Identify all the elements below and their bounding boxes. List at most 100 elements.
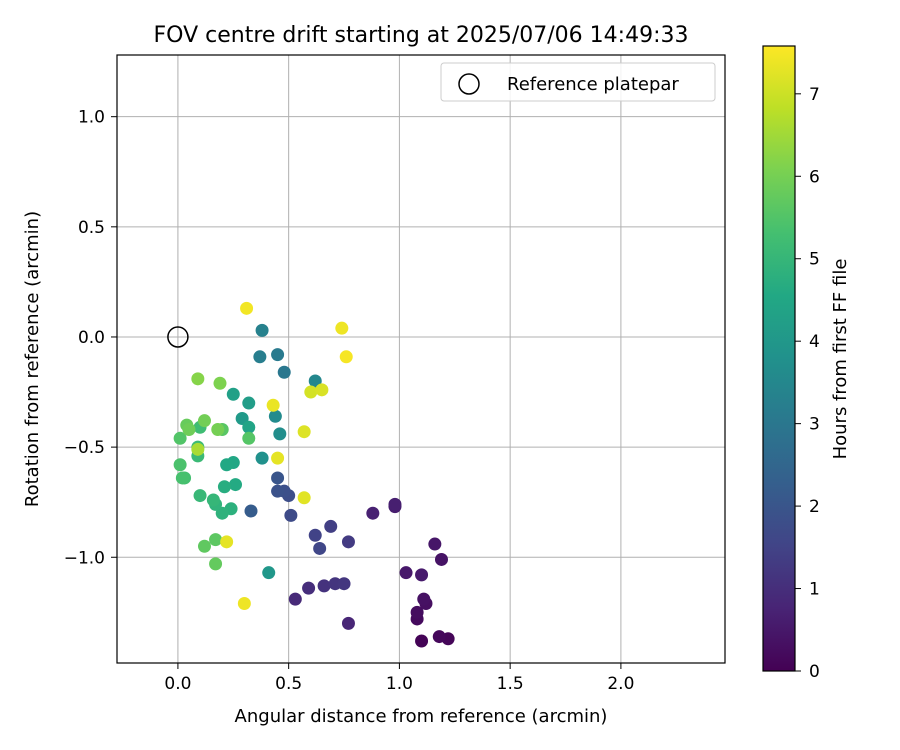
data-point — [308, 374, 322, 388]
data-point — [173, 431, 187, 445]
data-point — [313, 541, 327, 555]
data-point — [266, 398, 280, 412]
data-point — [217, 480, 231, 494]
x-tick-label: 2.0 — [607, 674, 634, 694]
data-point — [415, 568, 429, 582]
data-point — [240, 301, 254, 315]
data-point — [288, 592, 302, 606]
data-point — [173, 458, 187, 472]
grid-lines — [117, 55, 725, 663]
x-axis-label: Angular distance from reference (arcmin) — [235, 706, 608, 727]
data-point — [335, 321, 349, 335]
data-point — [209, 557, 223, 571]
data-point — [262, 566, 276, 580]
data-point — [213, 376, 227, 390]
data-point — [235, 411, 249, 425]
colorbar-tick-label: 0 — [809, 662, 820, 682]
data-point — [432, 630, 446, 644]
data-point — [366, 506, 380, 520]
x-tick-label: 0.5 — [275, 674, 302, 694]
data-point — [220, 458, 234, 472]
colorbar: 0 1 2 3 4 5 6 7 Hours from first FF file — [762, 45, 851, 682]
data-point — [228, 478, 242, 492]
y-axis-ticks: −1.0 −0.5 0.0 0.5 1.0 — [64, 108, 117, 568]
y-tick-label: 0.5 — [78, 218, 105, 238]
x-tick-label: 0.0 — [164, 674, 191, 694]
data-point — [191, 442, 205, 456]
data-point — [284, 508, 298, 522]
legend-reference-label: Reference platepar — [507, 74, 679, 95]
colorbar-label: Hours from first FF file — [830, 259, 851, 460]
data-point — [242, 396, 256, 410]
data-point — [399, 566, 413, 580]
plot-area: 0.0 0.5 1.0 1.5 2.0 −1.0 −0.5 0.0 0.5 1.0 — [64, 54, 726, 694]
data-point — [415, 634, 429, 648]
colorbar-tick-label: 1 — [809, 580, 820, 600]
data-point — [317, 579, 331, 593]
legend: Reference platepar — [440, 62, 716, 102]
data-point — [175, 471, 189, 485]
data-point — [255, 451, 269, 465]
data-point — [297, 491, 311, 505]
data-point — [197, 539, 211, 553]
data-point — [434, 552, 448, 566]
x-axis-ticks: 0.0 0.5 1.0 1.5 2.0 — [164, 663, 634, 694]
data-point — [271, 471, 285, 485]
colorbar-tick-label: 7 — [809, 85, 820, 105]
data-point — [220, 535, 234, 549]
colorbar-tick-label: 3 — [809, 415, 820, 435]
reference-platepar-marker — [167, 326, 189, 348]
data-point — [339, 350, 353, 364]
data-point — [304, 385, 318, 399]
data-point — [410, 605, 424, 619]
data-point — [268, 409, 282, 423]
colorbar-tick-label: 2 — [809, 497, 820, 517]
colorbar-tick-label: 5 — [809, 250, 820, 270]
y-axis-label: Rotation from reference (arcmin) — [22, 211, 43, 507]
y-tick-label: −0.5 — [64, 438, 105, 458]
data-point — [271, 484, 285, 498]
data-point — [182, 422, 196, 436]
data-point — [341, 616, 355, 630]
colorbar-tick-label: 6 — [809, 167, 820, 187]
plot-frame — [116, 54, 726, 664]
data-point — [244, 504, 258, 518]
data-point — [388, 497, 402, 511]
data-point — [253, 350, 267, 364]
colorbar-ticks: 0 1 2 3 4 5 6 7 — [795, 85, 820, 682]
y-tick-label: 1.0 — [78, 108, 105, 128]
data-point — [417, 592, 431, 606]
data-point — [209, 533, 223, 547]
data-point — [297, 425, 311, 439]
chart-title: FOV centre drift starting at 2025/07/06 … — [154, 23, 689, 48]
data-point — [193, 489, 207, 503]
x-tick-label: 1.5 — [497, 674, 524, 694]
data-point — [242, 431, 256, 445]
data-point — [271, 451, 285, 465]
colorbar-gradient — [762, 45, 796, 672]
data-point — [428, 537, 442, 551]
data-point — [237, 597, 251, 611]
data-point — [242, 420, 256, 434]
data-point — [191, 372, 205, 386]
legend-box — [440, 62, 716, 102]
data-point — [277, 365, 291, 379]
data-point — [206, 493, 220, 507]
data-point — [315, 383, 329, 397]
y-tick-label: 0.0 — [78, 328, 105, 348]
x-tick-label: 1.0 — [386, 674, 413, 694]
y-tick-label: −1.0 — [64, 548, 105, 568]
data-point — [271, 348, 285, 362]
data-points — [173, 301, 455, 648]
data-point — [273, 427, 287, 441]
data-point — [215, 506, 229, 520]
data-point — [302, 581, 316, 595]
colorbar-tick-label: 4 — [809, 332, 820, 352]
data-point — [341, 535, 355, 549]
data-point — [226, 387, 240, 401]
data-point — [308, 528, 322, 542]
data-point — [337, 577, 351, 591]
data-point — [211, 422, 225, 436]
data-point — [324, 519, 338, 533]
